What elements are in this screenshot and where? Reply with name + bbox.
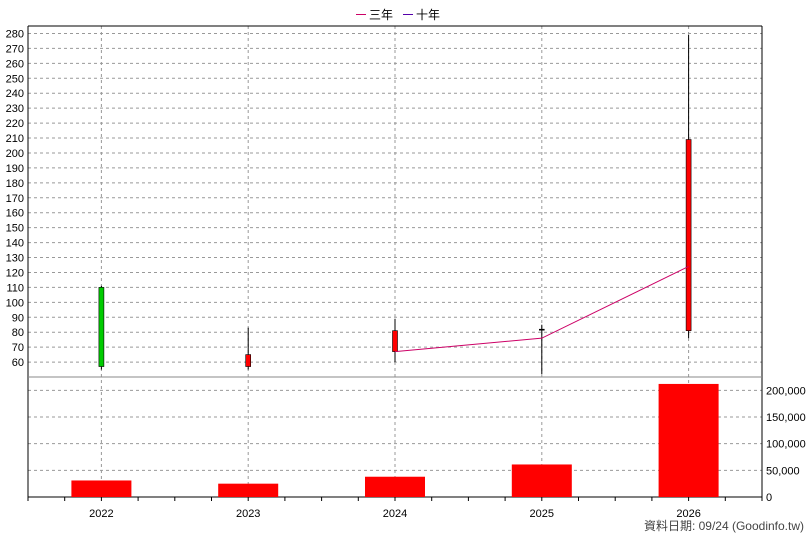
price-tick-label: 190 [6, 163, 24, 175]
volume-tick-label: 150,000 [766, 412, 806, 424]
price-tick-label: 240 [6, 88, 24, 100]
candle-body [392, 330, 398, 352]
price-tick-label: 130 [6, 253, 24, 265]
volume-tick-label: 50,000 [766, 465, 800, 477]
legend-swatch-3y [356, 14, 366, 15]
volume-tick-label: 100,000 [766, 439, 806, 451]
chart-legend: 三年 十年 [356, 6, 440, 23]
price-tick-label: 160 [6, 208, 24, 220]
candle-body [538, 328, 545, 331]
x-tick-label: 2024 [383, 508, 407, 520]
volume-bar [218, 483, 279, 497]
candle-body [98, 287, 105, 367]
price-tick-label: 90 [12, 312, 24, 324]
price-tick-label: 180 [6, 178, 24, 190]
volume-bar [658, 383, 719, 497]
price-tick-label: 70 [12, 342, 24, 354]
data-date-footer: 資料日期: 09/24 (Goodinfo.tw) [643, 519, 804, 533]
volume-bar [71, 480, 132, 497]
price-tick-label: 120 [6, 267, 24, 279]
price-tick-label: 270 [6, 43, 24, 55]
price-tick-label: 170 [6, 193, 24, 205]
price-tick-label: 220 [6, 118, 24, 130]
legend-swatch-10y [403, 14, 414, 15]
legend-label-10y: 十年 [416, 8, 441, 22]
legend-label-3y: 三年 [369, 8, 394, 22]
price-tick-label: 140 [6, 238, 24, 250]
price-tick-label: 260 [6, 58, 24, 70]
volume-bar [365, 476, 425, 497]
price-tick-label: 210 [6, 133, 24, 145]
legend-item-3y: 三年 [356, 6, 393, 23]
price-tick-label: 80 [12, 327, 24, 339]
price-tick-label: 230 [6, 103, 24, 115]
price-tick-label: 100 [6, 297, 24, 309]
volume-bar [511, 464, 572, 497]
candle-body [245, 354, 251, 367]
legend-item-10y: 十年 [403, 6, 440, 23]
x-tick-label: 2025 [530, 508, 554, 520]
x-tick-label: 2022 [89, 508, 113, 520]
x-tick-label: 2026 [676, 508, 700, 520]
price-tick-label: 110 [6, 282, 24, 294]
volume-tick-label: 0 [766, 492, 772, 504]
price-tick-label: 150 [6, 223, 24, 235]
price-tick-label: 280 [6, 28, 24, 40]
price-tick-label: 250 [6, 73, 24, 85]
price-tick-label: 60 [12, 357, 24, 369]
x-tick-label: 2023 [236, 508, 260, 520]
volume-tick-label: 200,000 [766, 385, 806, 397]
three-year-line [394, 266, 689, 353]
price-tick-label: 200 [6, 148, 24, 160]
candle-body [685, 139, 692, 331]
